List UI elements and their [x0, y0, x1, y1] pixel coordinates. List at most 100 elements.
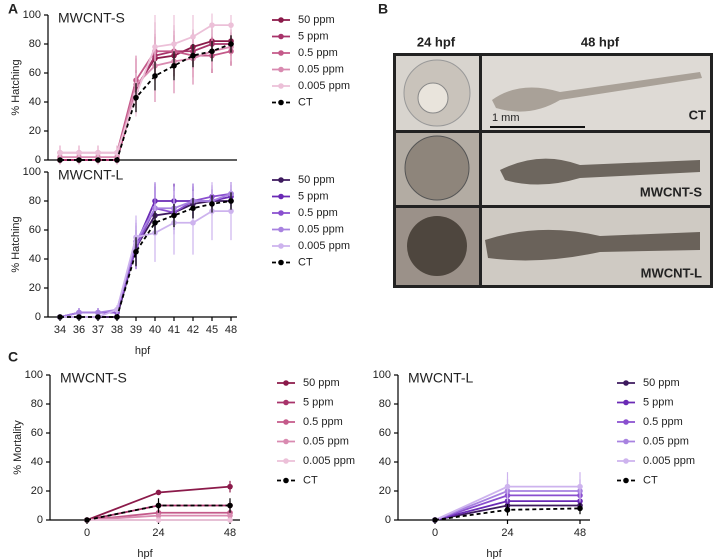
- legend-marker: [278, 243, 284, 249]
- legend-label: 0.005 ppm: [643, 455, 695, 467]
- y-tick-label: 80: [29, 38, 41, 50]
- y-axis-label: % Mortality: [12, 420, 24, 475]
- point: [227, 483, 233, 490]
- x-tick-label: 36: [73, 324, 85, 336]
- legend-label: 5 ppm: [298, 30, 329, 42]
- y-tick-label: 60: [29, 224, 41, 236]
- legend-label: 0.005 ppm: [298, 80, 350, 92]
- legend-marker: [283, 438, 289, 445]
- legend-marker: [283, 399, 289, 406]
- legend-label: 0.5 ppm: [298, 207, 338, 219]
- y-tick-label: 100: [23, 9, 41, 21]
- y-axis-label: % Hatching: [10, 59, 22, 115]
- point: [504, 483, 511, 490]
- legend-label: 0.005 ppm: [303, 455, 355, 467]
- point: [190, 52, 196, 59]
- legend-label: 50 ppm: [643, 377, 680, 389]
- larva: [500, 158, 700, 185]
- point: [227, 512, 233, 519]
- legend-label: 0.05 ppm: [298, 223, 344, 235]
- legend-label: 0.05 ppm: [643, 435, 689, 447]
- column-header: 48 hpf: [581, 34, 620, 49]
- legend-marker: [283, 419, 289, 425]
- legend-label: 50 ppm: [298, 14, 335, 26]
- legend-label: CT: [643, 474, 658, 486]
- x-tick-label: 0: [84, 527, 90, 539]
- column-header: 24 hpf: [417, 34, 456, 49]
- y-tick-label: 0: [37, 514, 43, 526]
- y-tick-label: 80: [379, 398, 391, 410]
- yolk: [417, 82, 449, 114]
- panel-label: A: [8, 1, 18, 17]
- y-tick-label: 20: [29, 125, 41, 137]
- point: [155, 489, 162, 496]
- panel-label: C: [8, 349, 18, 365]
- point: [227, 517, 233, 523]
- legend-marker: [623, 380, 629, 386]
- y-tick-label: 20: [31, 485, 43, 497]
- chart-title: MWCNT-S: [60, 370, 127, 386]
- point: [76, 314, 82, 320]
- legend-marker: [283, 458, 289, 464]
- series-line: [60, 50, 232, 154]
- point: [95, 314, 101, 320]
- row-label: CT: [689, 107, 706, 122]
- x-tick-label: 34: [54, 324, 66, 336]
- series-line: [60, 46, 232, 158]
- point: [190, 219, 196, 226]
- x-tick-label: 48: [574, 527, 586, 539]
- point: [228, 208, 234, 214]
- x-tick-label: 42: [187, 324, 199, 336]
- series-line: [60, 43, 232, 161]
- image-panel: 24 hpf 48 hpf 1 mm CT MWCNT-S MWCNT-L: [393, 34, 713, 288]
- y-tick-label: 60: [29, 67, 41, 79]
- larva: [485, 229, 700, 261]
- x-tick-label: 39: [130, 324, 142, 336]
- x-tick-label: 40: [149, 324, 161, 336]
- point: [57, 157, 63, 163]
- chart-title: MWCNT-L: [58, 167, 124, 183]
- point: [152, 219, 158, 226]
- x-axis-label: hpf: [137, 548, 153, 559]
- point: [133, 248, 139, 255]
- scale-bar-label: 1 mm: [492, 112, 520, 124]
- panel-label: B: [378, 1, 388, 17]
- y-tick-label: 100: [23, 166, 41, 178]
- point: [57, 149, 63, 156]
- point: [577, 505, 583, 512]
- legend-label: 0.05 ppm: [298, 63, 344, 75]
- x-tick-label: 37: [92, 324, 104, 336]
- y-tick-label: 40: [29, 253, 41, 265]
- legend-marker: [283, 477, 289, 484]
- row-label: MWCNT-S: [640, 184, 702, 199]
- y-tick-label: 0: [35, 154, 41, 166]
- y-tick-label: 40: [29, 96, 41, 108]
- embryo: [407, 216, 467, 276]
- legend-marker: [278, 17, 284, 23]
- point: [152, 44, 158, 50]
- legend-marker: [623, 477, 629, 484]
- x-tick-label: 48: [225, 324, 237, 336]
- point: [227, 502, 233, 509]
- x-tick-label: 24: [152, 527, 164, 539]
- y-tick-label: 40: [379, 456, 391, 468]
- embryo: [404, 135, 470, 201]
- point: [190, 33, 196, 40]
- point: [209, 48, 215, 55]
- legend-label: 50 ppm: [303, 377, 340, 389]
- y-tick-label: 100: [373, 369, 391, 381]
- point: [228, 41, 234, 47]
- legend-label: 0.5 ppm: [643, 416, 683, 428]
- point: [84, 517, 90, 523]
- legend-marker: [278, 177, 284, 183]
- point: [76, 157, 82, 163]
- x-axis-label: hpf: [486, 548, 502, 559]
- legend-label: 5 ppm: [643, 396, 674, 408]
- x-tick-label: 38: [111, 324, 123, 336]
- legend-label: CT: [298, 256, 313, 268]
- x-tick-label: 41: [168, 324, 180, 336]
- legend-label: 0.5 ppm: [298, 47, 338, 59]
- series-line: [60, 40, 231, 161]
- point: [228, 22, 234, 28]
- row-label: MWCNT-L: [641, 265, 702, 280]
